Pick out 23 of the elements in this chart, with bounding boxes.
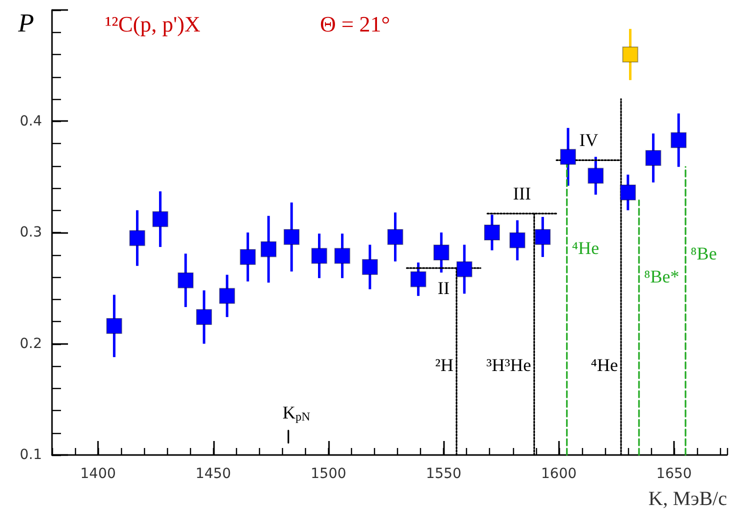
x-tick-label: 1550 bbox=[426, 466, 462, 482]
y-tick-label: 0.4 bbox=[20, 113, 42, 130]
x-tick-label: 1500 bbox=[310, 466, 346, 482]
chart-title: ¹²C(p, p')X bbox=[105, 12, 200, 36]
y-tick-label: 0.2 bbox=[20, 336, 42, 352]
series-label: ⁴He bbox=[590, 355, 618, 375]
series-label: ⁴He bbox=[572, 238, 600, 258]
x-tick-label: 1600 bbox=[541, 466, 577, 482]
series-label: ²H bbox=[435, 355, 454, 375]
series-label: II bbox=[438, 278, 450, 298]
series-label: ³H³He bbox=[486, 355, 532, 375]
series-label: ⁸Be* bbox=[644, 266, 680, 287]
y-tick-label: 0.3 bbox=[20, 224, 42, 240]
series-label: ⁸Be bbox=[690, 243, 717, 264]
x-tick-label: 1650 bbox=[656, 466, 692, 482]
series-label: IV bbox=[579, 130, 598, 150]
chart-subtitle: Θ = 21° bbox=[320, 12, 390, 36]
x-tick-label: 1400 bbox=[80, 466, 116, 482]
x-axis-title: K, МэВ/c bbox=[648, 488, 728, 510]
y-tick-label: 0.1 bbox=[20, 447, 42, 463]
y-axis-title: P bbox=[17, 8, 34, 38]
series-label: III bbox=[512, 184, 531, 204]
x-tick-label: 1450 bbox=[195, 466, 232, 482]
